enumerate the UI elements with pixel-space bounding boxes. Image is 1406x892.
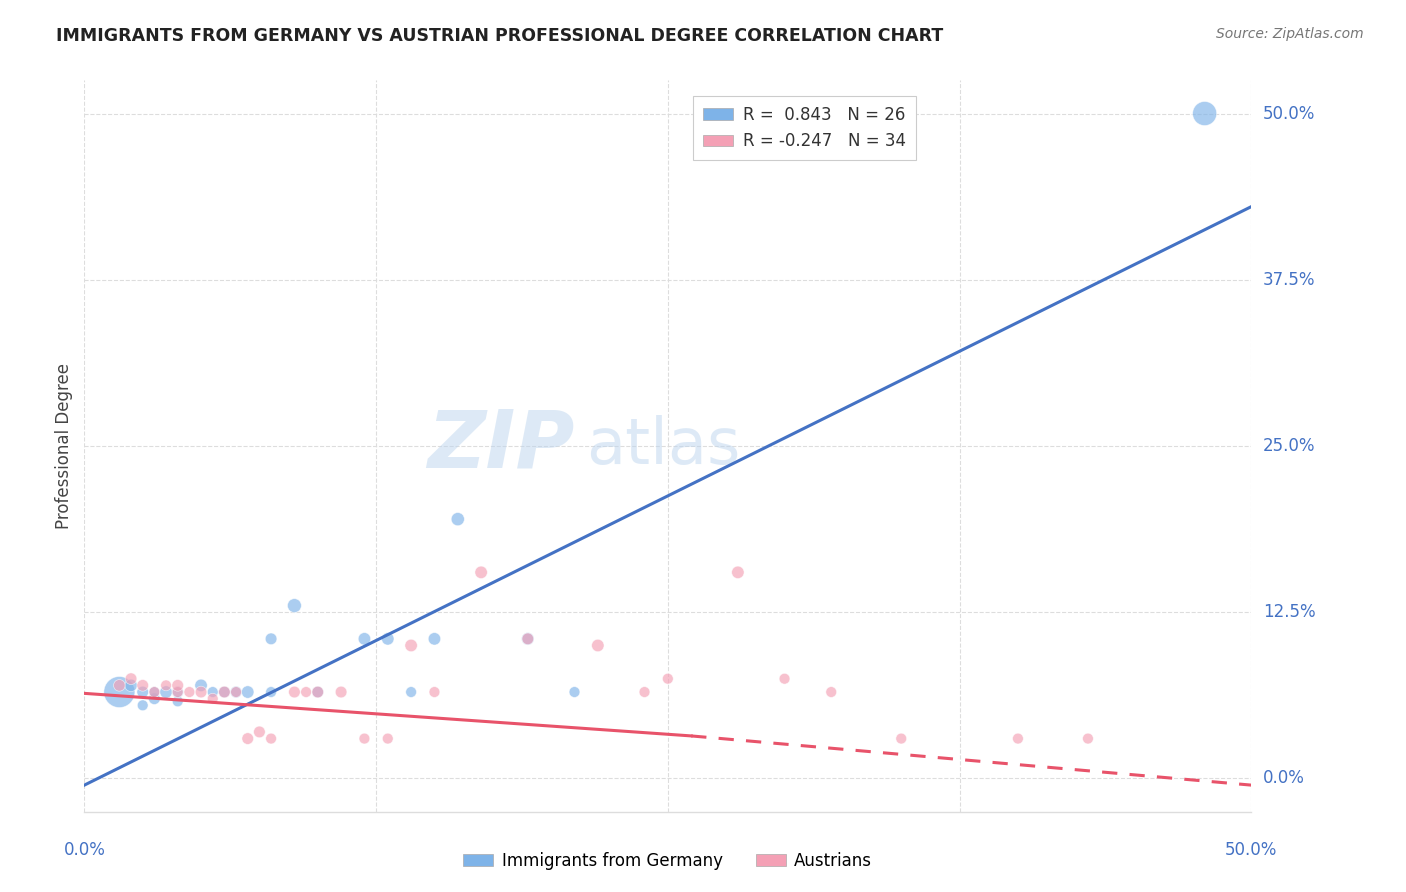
Point — [307, 685, 329, 699]
Point — [214, 685, 236, 699]
Point — [399, 685, 422, 699]
Point — [727, 566, 749, 580]
Point — [1007, 731, 1029, 746]
Legend: Immigrants from Germany, Austrians: Immigrants from Germany, Austrians — [457, 846, 879, 877]
Point — [399, 639, 422, 653]
Text: 50.0%: 50.0% — [1263, 104, 1316, 122]
Point — [132, 678, 155, 692]
Text: 0.0%: 0.0% — [63, 841, 105, 859]
Point — [225, 685, 247, 699]
Point — [108, 685, 131, 699]
Point — [890, 731, 912, 746]
Text: 12.5%: 12.5% — [1263, 603, 1316, 621]
Point — [120, 672, 142, 686]
Point — [214, 685, 236, 699]
Point — [295, 685, 318, 699]
Point — [516, 632, 538, 646]
Text: atlas: atlas — [586, 415, 741, 477]
Text: 0.0%: 0.0% — [1263, 770, 1305, 788]
Point — [516, 632, 538, 646]
Point — [1077, 731, 1099, 746]
Point — [307, 685, 329, 699]
Point — [190, 678, 212, 692]
Point — [201, 691, 224, 706]
Point — [260, 685, 283, 699]
Point — [377, 731, 399, 746]
Point — [564, 685, 586, 699]
Point — [132, 698, 155, 713]
Text: ZIP: ZIP — [427, 407, 575, 485]
Point — [166, 678, 188, 692]
Text: Source: ZipAtlas.com: Source: ZipAtlas.com — [1216, 27, 1364, 41]
Point — [247, 725, 270, 739]
Point — [447, 512, 470, 526]
Point — [155, 678, 177, 692]
Point — [283, 599, 305, 613]
Point — [260, 632, 283, 646]
Text: IMMIGRANTS FROM GERMANY VS AUSTRIAN PROFESSIONAL DEGREE CORRELATION CHART: IMMIGRANTS FROM GERMANY VS AUSTRIAN PROF… — [56, 27, 943, 45]
Point — [423, 685, 446, 699]
Point — [470, 566, 492, 580]
Point — [377, 632, 399, 646]
Point — [657, 672, 679, 686]
Point — [236, 685, 259, 699]
Point — [1194, 106, 1216, 120]
Point — [143, 685, 166, 699]
Point — [166, 685, 188, 699]
Y-axis label: Professional Degree: Professional Degree — [55, 363, 73, 529]
Point — [820, 685, 842, 699]
Point — [353, 731, 375, 746]
Point — [236, 731, 259, 746]
Point — [179, 685, 201, 699]
Point — [120, 678, 142, 692]
Text: 50.0%: 50.0% — [1225, 841, 1278, 859]
Point — [143, 685, 166, 699]
Point — [166, 685, 188, 699]
Point — [423, 632, 446, 646]
Point — [586, 639, 609, 653]
Point — [166, 694, 188, 708]
Text: 25.0%: 25.0% — [1263, 437, 1316, 455]
Point — [155, 685, 177, 699]
Point — [108, 678, 131, 692]
Point — [260, 731, 283, 746]
Point — [330, 685, 353, 699]
Point — [773, 672, 796, 686]
Point — [132, 685, 155, 699]
Text: 37.5%: 37.5% — [1263, 271, 1316, 289]
Point — [143, 691, 166, 706]
Point — [225, 685, 247, 699]
Point — [201, 685, 224, 699]
Point — [353, 632, 375, 646]
Point — [283, 685, 305, 699]
Point — [190, 685, 212, 699]
Point — [633, 685, 655, 699]
